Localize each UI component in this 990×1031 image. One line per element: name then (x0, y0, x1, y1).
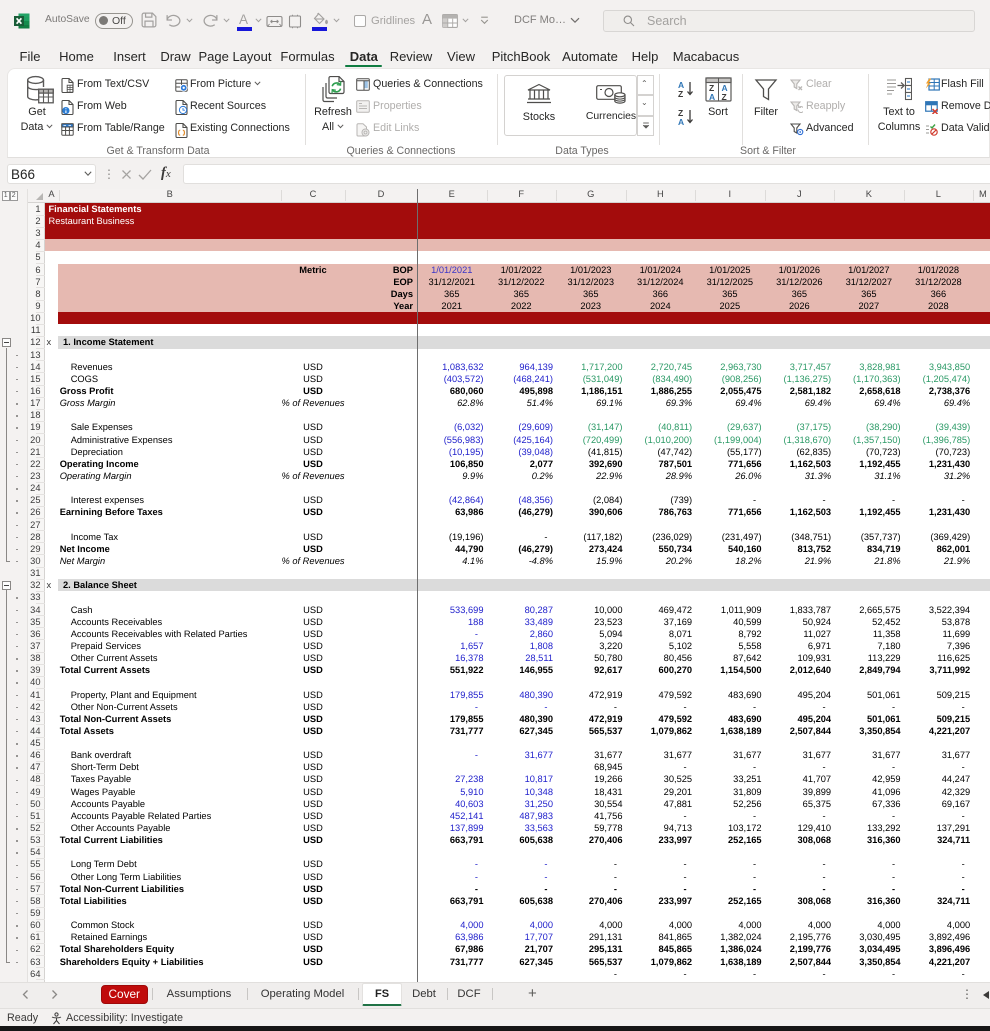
svg-text:A: A (678, 80, 684, 90)
svg-text:A: A (722, 83, 728, 93)
svg-text:Z: Z (709, 83, 714, 93)
svg-text:Z: Z (722, 92, 727, 102)
svg-text:Z: Z (678, 108, 683, 118)
svg-text:A: A (678, 117, 684, 126)
svg-text:Z: Z (678, 89, 683, 98)
svg-text:A: A (709, 92, 715, 102)
